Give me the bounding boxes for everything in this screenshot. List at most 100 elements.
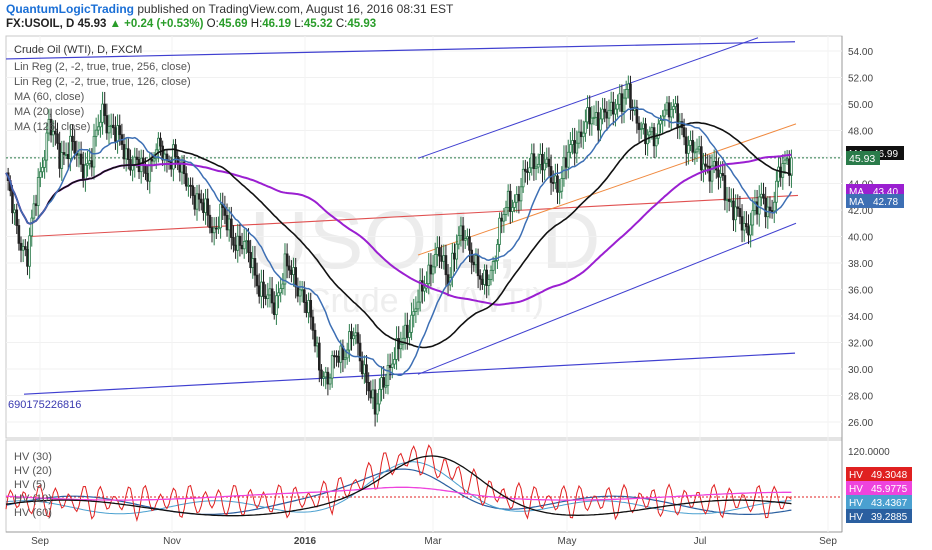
candle-body bbox=[144, 164, 147, 174]
candle-body bbox=[762, 193, 765, 199]
candle-body bbox=[772, 201, 776, 212]
candle-body bbox=[116, 125, 119, 142]
candle-body bbox=[279, 288, 282, 294]
candle-body bbox=[43, 159, 46, 168]
candle-body bbox=[94, 129, 98, 137]
candle-body bbox=[543, 162, 546, 171]
candle-body bbox=[489, 269, 493, 280]
candle-body bbox=[330, 355, 334, 379]
hv20-line bbox=[5, 444, 792, 522]
candle-body bbox=[92, 135, 96, 168]
candle-body bbox=[740, 216, 744, 231]
candle-body bbox=[234, 244, 237, 251]
candle-body bbox=[436, 247, 439, 255]
linreg256-center bbox=[29, 194, 799, 238]
time-tick-label: Mar bbox=[424, 536, 442, 547]
candle-body bbox=[541, 153, 544, 171]
candle-body bbox=[257, 285, 261, 297]
candle-body bbox=[345, 349, 349, 359]
candle-body bbox=[34, 203, 38, 207]
candle-body bbox=[19, 242, 23, 251]
candle-body bbox=[39, 171, 42, 178]
candle-body bbox=[217, 227, 220, 230]
candle-body bbox=[54, 130, 57, 135]
candle-body bbox=[624, 89, 628, 99]
hv-pane-frame bbox=[5, 439, 843, 533]
hv-legend-20: HV (20) bbox=[14, 465, 52, 477]
candle-body bbox=[466, 236, 469, 240]
candle-body bbox=[549, 166, 553, 183]
candle-body bbox=[230, 218, 233, 238]
candle-body bbox=[309, 300, 313, 318]
candle-body bbox=[605, 111, 609, 119]
candle-body bbox=[661, 115, 664, 122]
candle-body bbox=[157, 137, 160, 151]
candle-body bbox=[663, 109, 667, 117]
candle-body bbox=[360, 360, 364, 375]
candle-body bbox=[333, 355, 336, 358]
candle-body bbox=[365, 364, 368, 383]
candle-body bbox=[26, 248, 29, 267]
candle-body bbox=[524, 168, 527, 172]
candle-body bbox=[264, 296, 267, 299]
candle-body bbox=[199, 198, 203, 204]
candle-body bbox=[410, 314, 413, 333]
candle-body bbox=[569, 144, 572, 153]
candle-body bbox=[455, 243, 458, 260]
candle-body bbox=[502, 214, 506, 222]
symbol-label[interactable]: FX:USOIL, D bbox=[6, 18, 75, 30]
author-link[interactable]: QuantumLogicTrading bbox=[6, 2, 134, 16]
candle-body bbox=[719, 173, 722, 178]
candle-body bbox=[191, 185, 194, 196]
candle-body bbox=[723, 175, 727, 201]
candle-body bbox=[109, 124, 113, 127]
candle-body bbox=[326, 371, 330, 385]
candle-body bbox=[672, 106, 675, 110]
candle-body bbox=[644, 123, 647, 145]
candle-body bbox=[768, 206, 772, 211]
price-tick-label: 26.00 bbox=[848, 418, 873, 429]
candle-body bbox=[393, 358, 396, 365]
price-gridlines bbox=[6, 36, 842, 532]
last-price-badge: 45.93 bbox=[846, 151, 880, 165]
candle-body bbox=[749, 224, 752, 236]
candle-body bbox=[296, 286, 300, 297]
hv30-badge: HV 49.3048 bbox=[846, 467, 912, 481]
candle-body bbox=[590, 117, 594, 125]
candle-body bbox=[712, 161, 716, 167]
candle-body bbox=[367, 381, 370, 392]
candle-body bbox=[575, 142, 579, 154]
candle-body bbox=[96, 126, 100, 131]
candle-body bbox=[421, 280, 424, 292]
candle-body bbox=[17, 225, 21, 244]
candle-body bbox=[697, 146, 701, 150]
candle-body bbox=[77, 153, 81, 156]
candle-body bbox=[236, 235, 240, 251]
candle-body bbox=[571, 140, 574, 146]
candle-body bbox=[515, 194, 519, 203]
candle-body bbox=[781, 163, 785, 178]
linreg256-upper bbox=[5, 41, 796, 60]
candle-body bbox=[562, 157, 566, 179]
candle-body bbox=[547, 158, 551, 167]
candle-body bbox=[511, 207, 514, 212]
candle-body bbox=[88, 160, 91, 164]
candle-body bbox=[247, 240, 250, 253]
hv30-line bbox=[5, 455, 792, 517]
close-label: C: bbox=[335, 18, 348, 30]
candle-body bbox=[751, 210, 755, 226]
candle-body bbox=[300, 289, 304, 292]
price-tick-label: 54.00 bbox=[848, 47, 873, 58]
legend-ma-126: MA (126, close) bbox=[14, 121, 90, 133]
hv30-badge-value: 49.3048 bbox=[871, 470, 908, 481]
chart-title: Crude Oil (WTI), D, FXCM bbox=[14, 44, 142, 56]
candle-body bbox=[747, 226, 750, 236]
candle-body bbox=[240, 245, 244, 250]
candle-body bbox=[232, 237, 235, 246]
candle-body bbox=[423, 287, 426, 292]
legend-linreg-126: Lin Reg (2, -2, true, true, 126, close) bbox=[14, 76, 191, 88]
hv-legend-30: HV (30) bbox=[14, 451, 52, 463]
price-tick-label: 28.00 bbox=[848, 392, 873, 403]
price-tick-label: 38.00 bbox=[848, 259, 873, 270]
